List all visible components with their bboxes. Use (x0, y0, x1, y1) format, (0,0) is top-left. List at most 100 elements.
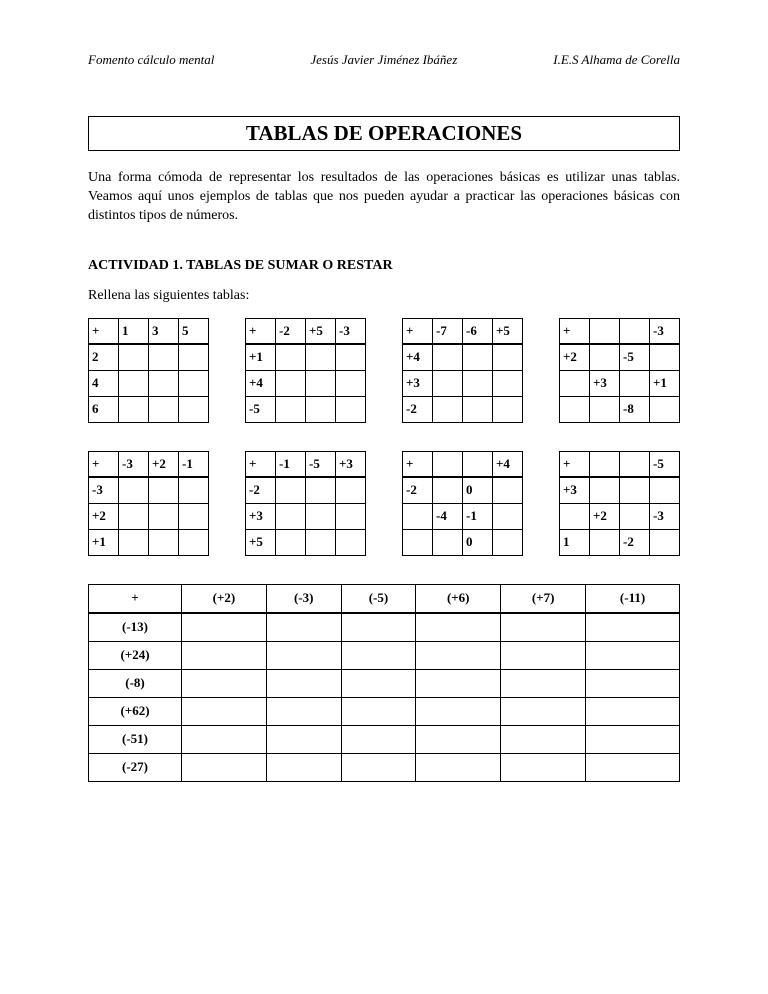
table-cell (416, 725, 501, 753)
table-cell (433, 529, 463, 555)
table-cell (560, 396, 590, 422)
table-cell (586, 613, 680, 642)
table-cell (266, 753, 341, 781)
table-cell: 0 (463, 529, 493, 555)
table-cell (306, 396, 336, 422)
table-cell (119, 503, 149, 529)
table-cell: 2 (89, 344, 119, 370)
table-cell (179, 370, 209, 396)
table-cell (119, 477, 149, 503)
table-cell (306, 529, 336, 555)
table-cell (179, 344, 209, 370)
table-cell: -5 (650, 451, 680, 477)
table-cell: -5 (246, 396, 276, 422)
table-cell: 5 (179, 318, 209, 344)
table-cell: +3 (560, 477, 590, 503)
table-cell (306, 477, 336, 503)
table-cell: + (403, 451, 433, 477)
table-cell: -3 (119, 451, 149, 477)
table-cell (416, 641, 501, 669)
operation-table: +135246 (88, 318, 209, 423)
table-cell (149, 529, 179, 555)
table-cell: 1 (560, 529, 590, 555)
table-cell (403, 503, 433, 529)
table-cell (463, 370, 493, 396)
table-cell (493, 370, 523, 396)
table-cell (276, 370, 306, 396)
table-cell: +3 (403, 370, 433, 396)
table-cell: +3 (590, 370, 620, 396)
table-cell: + (403, 318, 433, 344)
table-cell: +1 (650, 370, 680, 396)
table-cell: + (246, 318, 276, 344)
table-cell (590, 396, 620, 422)
table-cell (341, 641, 416, 669)
intro-paragraph: Una forma cómoda de representar los resu… (88, 169, 680, 226)
table-cell (276, 529, 306, 555)
table-cell (149, 477, 179, 503)
table-cell: +2 (590, 503, 620, 529)
table-header-cell: (+7) (501, 584, 586, 613)
table-cell (586, 641, 680, 669)
table-cell (341, 613, 416, 642)
table-cell (149, 503, 179, 529)
table-cell (416, 697, 501, 725)
table-cell: +1 (246, 344, 276, 370)
table-cell: -2 (620, 529, 650, 555)
instruction-text: Rellena las siguientes tablas: (88, 288, 680, 304)
header-right: I.E.S Alhama de Corella (553, 52, 680, 68)
table-cell: -5 (306, 451, 336, 477)
table-header-cell: + (89, 584, 182, 613)
table-cell: + (89, 451, 119, 477)
table-cell (620, 318, 650, 344)
table-cell: -8 (620, 396, 650, 422)
table-cell: +2 (149, 451, 179, 477)
table-row-label: (-51) (89, 725, 182, 753)
table-cell (306, 344, 336, 370)
table-cell (650, 477, 680, 503)
table-cell: +3 (336, 451, 366, 477)
small-tables-row-1: +135246+-2+5-3+1+4-5+-7-6+5+4+3-2+-3+2-5… (88, 318, 680, 423)
table-cell (149, 344, 179, 370)
table-cell (336, 477, 366, 503)
table-cell (119, 370, 149, 396)
table-cell (336, 370, 366, 396)
table-cell (650, 344, 680, 370)
table-cell: +4 (493, 451, 523, 477)
table-cell (276, 477, 306, 503)
table-cell (501, 753, 586, 781)
table-cell (336, 503, 366, 529)
table-cell: +2 (560, 344, 590, 370)
table-cell (306, 503, 336, 529)
table-cell (179, 529, 209, 555)
operation-table: +-7-6+5+4+3-2 (402, 318, 523, 423)
table-cell: + (246, 451, 276, 477)
table-cell (586, 697, 680, 725)
table-cell: 3 (149, 318, 179, 344)
activity-heading: ACTIVIDAD 1. TABLAS DE SUMAR O RESTAR (88, 258, 680, 274)
table-header-cell: (-5) (341, 584, 416, 613)
table-cell (620, 451, 650, 477)
table-cell (119, 344, 149, 370)
operation-table: +-5+3+2-31-2 (559, 451, 680, 556)
table-cell (493, 344, 523, 370)
table-cell (276, 396, 306, 422)
page-header: Fomento cálculo mental Jesús Javier Jimé… (88, 52, 680, 68)
table-cell (119, 529, 149, 555)
table-cell: +5 (306, 318, 336, 344)
table-cell (416, 669, 501, 697)
table-cell (560, 370, 590, 396)
table-cell: -2 (276, 318, 306, 344)
table-cell: -1 (179, 451, 209, 477)
table-header-cell: (-3) (266, 584, 341, 613)
table-cell (119, 396, 149, 422)
table-cell (586, 669, 680, 697)
table-cell (433, 396, 463, 422)
table-cell: -1 (276, 451, 306, 477)
table-cell (463, 451, 493, 477)
table-cell (586, 753, 680, 781)
table-cell (433, 451, 463, 477)
table-cell: +2 (89, 503, 119, 529)
table-row-label: (-8) (89, 669, 182, 697)
table-cell: +3 (246, 503, 276, 529)
